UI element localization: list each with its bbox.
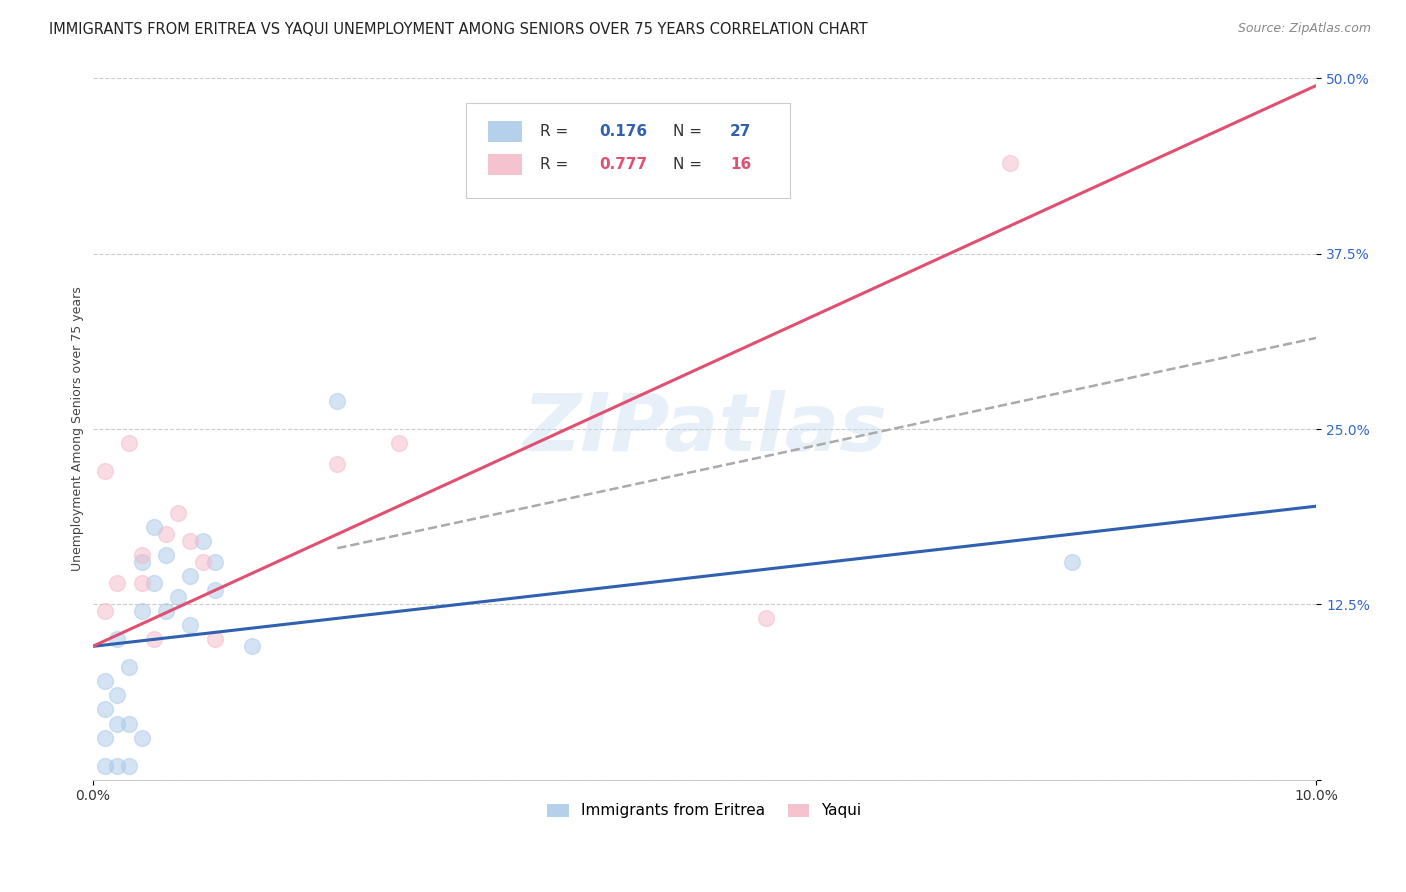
Point	[387, 436, 409, 450]
Point	[326, 394, 349, 409]
Point	[155, 527, 177, 541]
Text: R =: R =	[540, 124, 574, 138]
Point	[142, 632, 165, 647]
Text: N =: N =	[672, 157, 706, 172]
Text: ZIPatlas: ZIPatlas	[522, 390, 887, 468]
Point	[105, 576, 128, 591]
Point	[240, 640, 263, 654]
Text: Source: ZipAtlas.com: Source: ZipAtlas.com	[1237, 22, 1371, 36]
Point	[326, 457, 349, 471]
Point	[155, 604, 177, 618]
Text: 27: 27	[730, 124, 752, 138]
Point	[142, 520, 165, 534]
Text: N =: N =	[672, 124, 706, 138]
Text: R =: R =	[540, 157, 574, 172]
Point	[94, 464, 117, 478]
Point	[94, 674, 117, 689]
Point	[191, 555, 214, 569]
Point	[131, 576, 153, 591]
Point	[118, 660, 141, 674]
Text: IMMIGRANTS FROM ERITREA VS YAQUI UNEMPLOYMENT AMONG SENIORS OVER 75 YEARS CORREL: IMMIGRANTS FROM ERITREA VS YAQUI UNEMPLO…	[49, 22, 868, 37]
Text: 0.176: 0.176	[599, 124, 647, 138]
Point	[131, 555, 153, 569]
Point	[118, 436, 141, 450]
Point	[94, 604, 117, 618]
Point	[204, 632, 226, 647]
Point	[105, 716, 128, 731]
Point	[167, 591, 190, 605]
Point	[105, 689, 128, 703]
Text: 0.777: 0.777	[599, 157, 647, 172]
Point	[1060, 555, 1083, 569]
Point	[179, 569, 201, 583]
FancyBboxPatch shape	[465, 103, 790, 198]
Point	[191, 534, 214, 549]
Point	[1000, 155, 1022, 169]
Point	[94, 731, 117, 745]
Point	[131, 731, 153, 745]
Point	[155, 548, 177, 562]
Point	[755, 611, 778, 625]
Point	[105, 632, 128, 647]
Point	[204, 555, 226, 569]
Point	[94, 702, 117, 716]
FancyBboxPatch shape	[488, 154, 522, 175]
Y-axis label: Unemployment Among Seniors over 75 years: Unemployment Among Seniors over 75 years	[72, 286, 84, 572]
Point	[142, 576, 165, 591]
Point	[179, 534, 201, 549]
Point	[167, 506, 190, 520]
Point	[131, 548, 153, 562]
FancyBboxPatch shape	[488, 120, 522, 142]
Point	[204, 583, 226, 598]
Text: 16: 16	[730, 157, 751, 172]
Point	[118, 716, 141, 731]
Legend: Immigrants from Eritrea, Yaqui: Immigrants from Eritrea, Yaqui	[541, 797, 868, 824]
Point	[131, 604, 153, 618]
Point	[179, 618, 201, 632]
Point	[118, 758, 141, 772]
Point	[94, 758, 117, 772]
Point	[105, 758, 128, 772]
